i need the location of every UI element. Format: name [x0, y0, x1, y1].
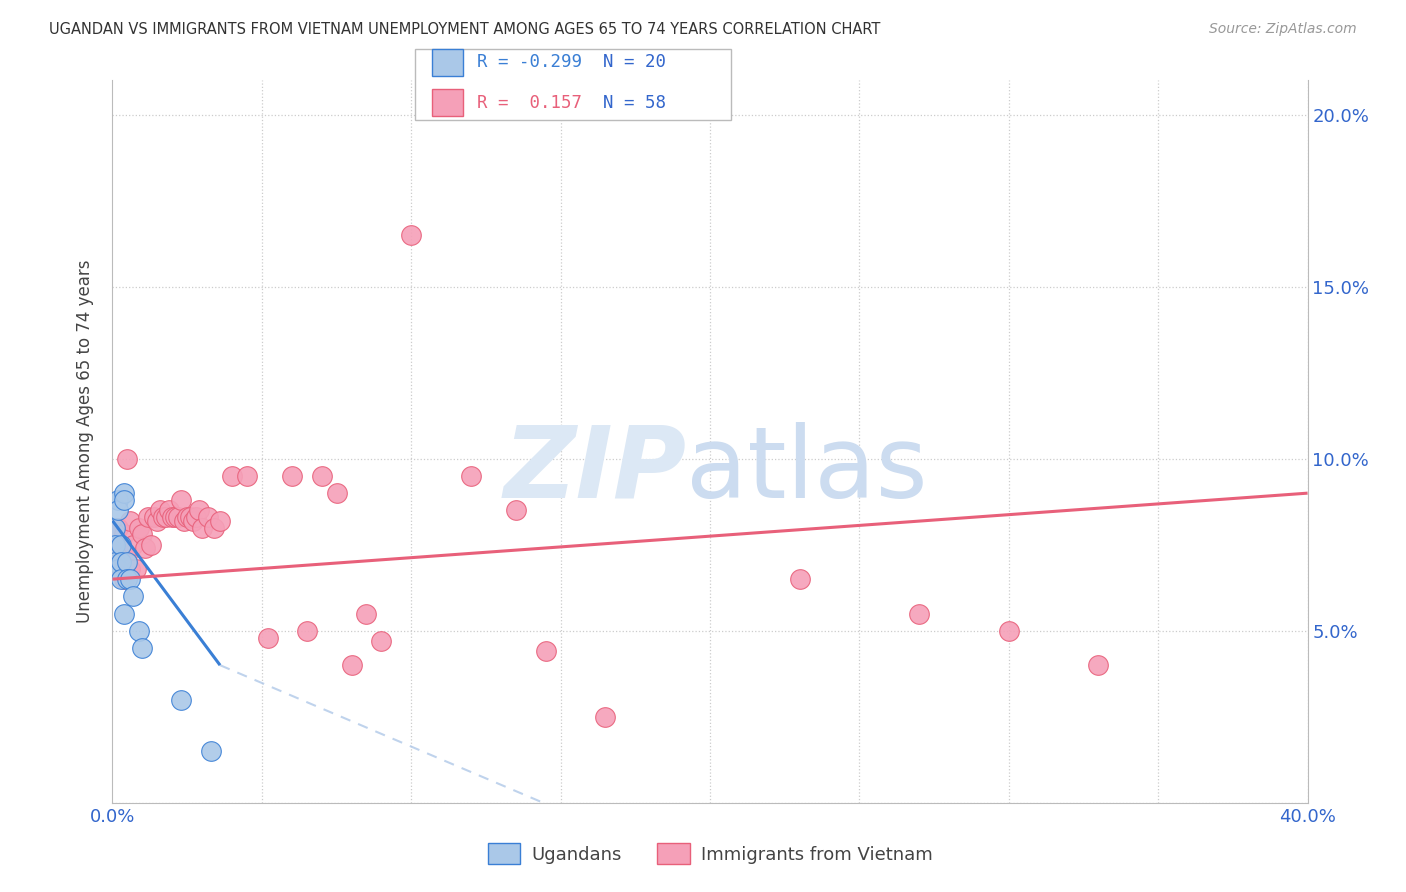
- Point: [122, 590, 145, 604]
- Point: [505, 503, 527, 517]
- Point: [197, 510, 219, 524]
- Point: [157, 503, 180, 517]
- Point: [162, 510, 183, 524]
- Point: [114, 493, 135, 508]
- Point: [340, 658, 363, 673]
- Text: ZIP: ZIP: [503, 422, 686, 519]
- Legend: Ugandans, Immigrants from Vietnam: Ugandans, Immigrants from Vietnam: [478, 834, 942, 873]
- Text: N = 58: N = 58: [603, 94, 666, 112]
- Point: [149, 503, 172, 517]
- Point: [104, 538, 127, 552]
- Point: [295, 624, 318, 638]
- Point: [128, 624, 150, 638]
- Point: [107, 493, 129, 508]
- Point: [998, 624, 1021, 638]
- Point: [401, 228, 423, 243]
- Point: [117, 451, 139, 466]
- Point: [165, 510, 187, 524]
- Point: [107, 520, 129, 534]
- Point: [107, 562, 129, 576]
- Point: [1087, 658, 1109, 673]
- Text: R =  0.157: R = 0.157: [477, 94, 582, 112]
- Point: [131, 527, 153, 541]
- Point: [110, 572, 132, 586]
- Point: [104, 520, 127, 534]
- Point: [110, 538, 132, 552]
- Point: [110, 562, 132, 576]
- Point: [114, 527, 135, 541]
- Point: [107, 555, 129, 569]
- Point: [311, 469, 333, 483]
- Point: [141, 538, 163, 552]
- Point: [595, 710, 617, 724]
- Point: [370, 634, 392, 648]
- Y-axis label: Unemployment Among Ages 65 to 74 years: Unemployment Among Ages 65 to 74 years: [76, 260, 94, 624]
- Point: [122, 538, 145, 552]
- Text: UGANDAN VS IMMIGRANTS FROM VIETNAM UNEMPLOYMENT AMONG AGES 65 TO 74 YEARS CORREL: UGANDAN VS IMMIGRANTS FROM VIETNAM UNEMP…: [49, 22, 880, 37]
- Point: [534, 644, 557, 658]
- Point: [257, 631, 280, 645]
- Point: [117, 555, 139, 569]
- Point: [356, 607, 378, 621]
- Text: N = 20: N = 20: [603, 54, 666, 71]
- Point: [202, 520, 225, 534]
- Point: [170, 493, 193, 508]
- Point: [107, 503, 129, 517]
- Point: [181, 514, 204, 528]
- Point: [120, 572, 142, 586]
- Point: [120, 562, 142, 576]
- Text: R = -0.299: R = -0.299: [477, 54, 582, 71]
- Point: [186, 510, 208, 524]
- Point: [200, 744, 222, 758]
- Point: [104, 538, 127, 552]
- Point: [114, 572, 135, 586]
- Point: [128, 520, 150, 534]
- Point: [131, 640, 153, 655]
- Point: [176, 510, 198, 524]
- Text: atlas: atlas: [686, 422, 928, 519]
- Point: [325, 486, 347, 500]
- Point: [209, 514, 232, 528]
- Point: [173, 514, 195, 528]
- Point: [221, 469, 243, 483]
- Point: [110, 538, 132, 552]
- Text: Source: ZipAtlas.com: Source: ZipAtlas.com: [1209, 22, 1357, 37]
- Point: [789, 572, 811, 586]
- Point: [179, 510, 201, 524]
- Point: [146, 514, 169, 528]
- Point: [104, 555, 127, 569]
- Point: [460, 469, 482, 483]
- Point: [155, 510, 177, 524]
- Point: [188, 503, 211, 517]
- Point: [117, 572, 139, 586]
- Point: [114, 486, 135, 500]
- Point: [908, 607, 931, 621]
- Point: [134, 541, 156, 556]
- Point: [114, 607, 135, 621]
- Point: [143, 510, 166, 524]
- Point: [281, 469, 304, 483]
- Point: [110, 555, 132, 569]
- Point: [152, 510, 174, 524]
- Point: [191, 520, 214, 534]
- Point: [125, 562, 148, 576]
- Point: [170, 692, 193, 706]
- Point: [138, 510, 160, 524]
- Point: [167, 510, 190, 524]
- Point: [120, 514, 142, 528]
- Point: [104, 562, 127, 576]
- Point: [236, 469, 259, 483]
- Point: [117, 548, 139, 562]
